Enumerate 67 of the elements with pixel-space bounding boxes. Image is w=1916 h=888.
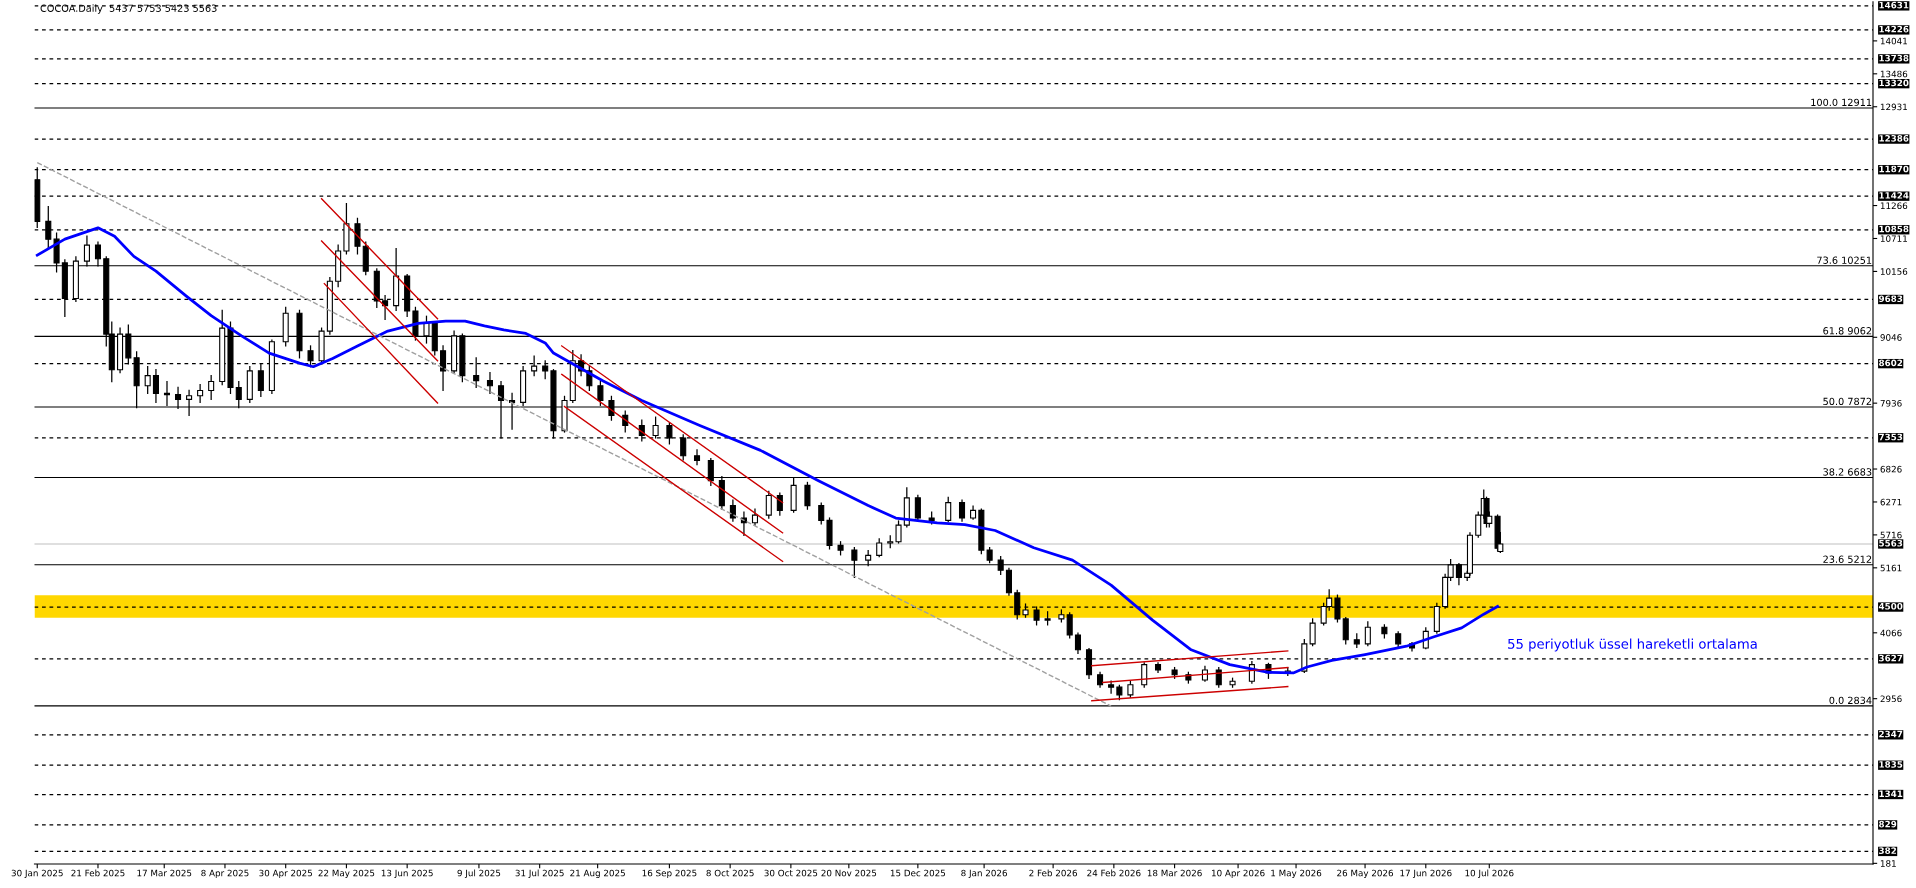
x-tick-label: 8 Jan 2026: [961, 869, 1007, 878]
y-tick-label: 10156: [1880, 268, 1908, 275]
annotation: 55 periyotluk üssel hareketli ortalama: [1508, 638, 1757, 652]
ref-line-label: 8602: [1879, 359, 1903, 367]
chart-title: COCOA.Daily 5437 5753 5423 5563: [40, 4, 217, 14]
y-tick-label: 9046: [1880, 334, 1902, 341]
x-tick-label: 31 Jul 2025: [515, 869, 564, 878]
ref-line-label: 0.0 2834: [1829, 696, 1872, 705]
y-tick-label: 6826: [1880, 465, 1902, 473]
ref-line-label: 73.6 10251: [1817, 256, 1872, 264]
ref-line-label: 50.0 7872: [1823, 397, 1872, 406]
x-tick-label: 18 Mar 2026: [1147, 869, 1202, 877]
ref-line-label: 829: [1879, 820, 1897, 828]
y-tick-label: 2956: [1880, 695, 1902, 703]
y-tick-label: 4066: [1880, 629, 1902, 637]
ref-line-label: 3627: [1879, 654, 1903, 662]
x-tick-label: 17 Mar 2025: [137, 869, 192, 877]
ref-line-label: 100.0 12911: [1811, 98, 1872, 107]
ref-line-label: 11870: [1879, 165, 1909, 173]
x-tick-label: 1 May 2026: [1271, 869, 1322, 879]
ref-line-label: 10858: [1879, 225, 1909, 233]
ref-line-label: 1341: [1879, 790, 1903, 798]
x-tick-label: 2 Feb 2026: [1029, 869, 1078, 877]
y-tick-label: 12931: [1880, 103, 1907, 111]
x-tick-label: 10 Jul 2026: [1465, 869, 1514, 878]
ref-line-label: 2347: [1879, 730, 1903, 738]
x-tick-label: 20 Nov 2025: [821, 869, 877, 877]
x-tick-label: 13 Jun 2025: [381, 869, 433, 878]
ref-line-label: 14631: [1879, 1, 1909, 9]
x-tick-label: 15 Dec 2025: [890, 869, 946, 877]
x-tick-label: 16 Sep 2025: [642, 869, 697, 879]
ref-line-label: 23.6 5212: [1823, 555, 1872, 563]
ref-line-label: 12386: [1879, 135, 1909, 142]
y-tick-label: 6271: [1880, 498, 1902, 506]
ref-line-label: 38.2 6683: [1823, 468, 1872, 476]
x-tick-label: 26 May 2026: [1337, 869, 1394, 879]
x-tick-label: 24 Feb 2026: [1087, 869, 1141, 877]
x-tick-label: 30 Oct 2025: [764, 869, 818, 877]
x-tick-label: 17 Jun 2026: [1400, 869, 1452, 878]
ref-line-label: 5563: [1879, 539, 1903, 547]
y-tick-label: 10711: [1880, 235, 1907, 242]
ref-line-label: 61.8 9062: [1823, 327, 1872, 335]
y-tick-label: 5716: [1880, 531, 1902, 539]
ref-line-label: 4500: [1878, 602, 1903, 610]
ref-line-label: 7353: [1879, 433, 1903, 441]
ref-line-label: 382: [1879, 847, 1897, 854]
x-tick-label: 21 Aug 2025: [570, 869, 625, 879]
y-tick-label: 181: [1880, 860, 1896, 867]
x-tick-label: 22 May 2025: [318, 869, 375, 879]
ref-line-label: 13320: [1879, 79, 1909, 87]
ref-line-label: 13738: [1879, 54, 1909, 62]
ref-line-label: 14226: [1879, 25, 1909, 33]
y-tick-label: 11266: [1880, 202, 1908, 209]
x-tick-label: 10 Apr 2026: [1211, 869, 1265, 879]
x-tick-label: 21 Feb 2025: [71, 869, 125, 877]
x-tick-label: 8 Apr 2025: [201, 869, 249, 879]
ref-line-label: 11424: [1879, 192, 1909, 199]
ref-line-label: 9683: [1878, 295, 1903, 303]
x-tick-label: 8 Oct 2025: [706, 869, 754, 877]
y-tick-label: 5161: [1880, 564, 1902, 572]
x-tick-label: 30 Apr 2025: [259, 869, 312, 879]
ref-line-label: 1835: [1879, 761, 1903, 768]
y-tick-label: 14041: [1880, 37, 1907, 45]
y-tick-label: 13486: [1880, 70, 1908, 78]
y-tick-label: 7936: [1880, 399, 1902, 407]
x-tick-label: 9 Jul 2025: [457, 869, 501, 878]
x-tick-label: 30 Jan 2025: [11, 869, 63, 878]
